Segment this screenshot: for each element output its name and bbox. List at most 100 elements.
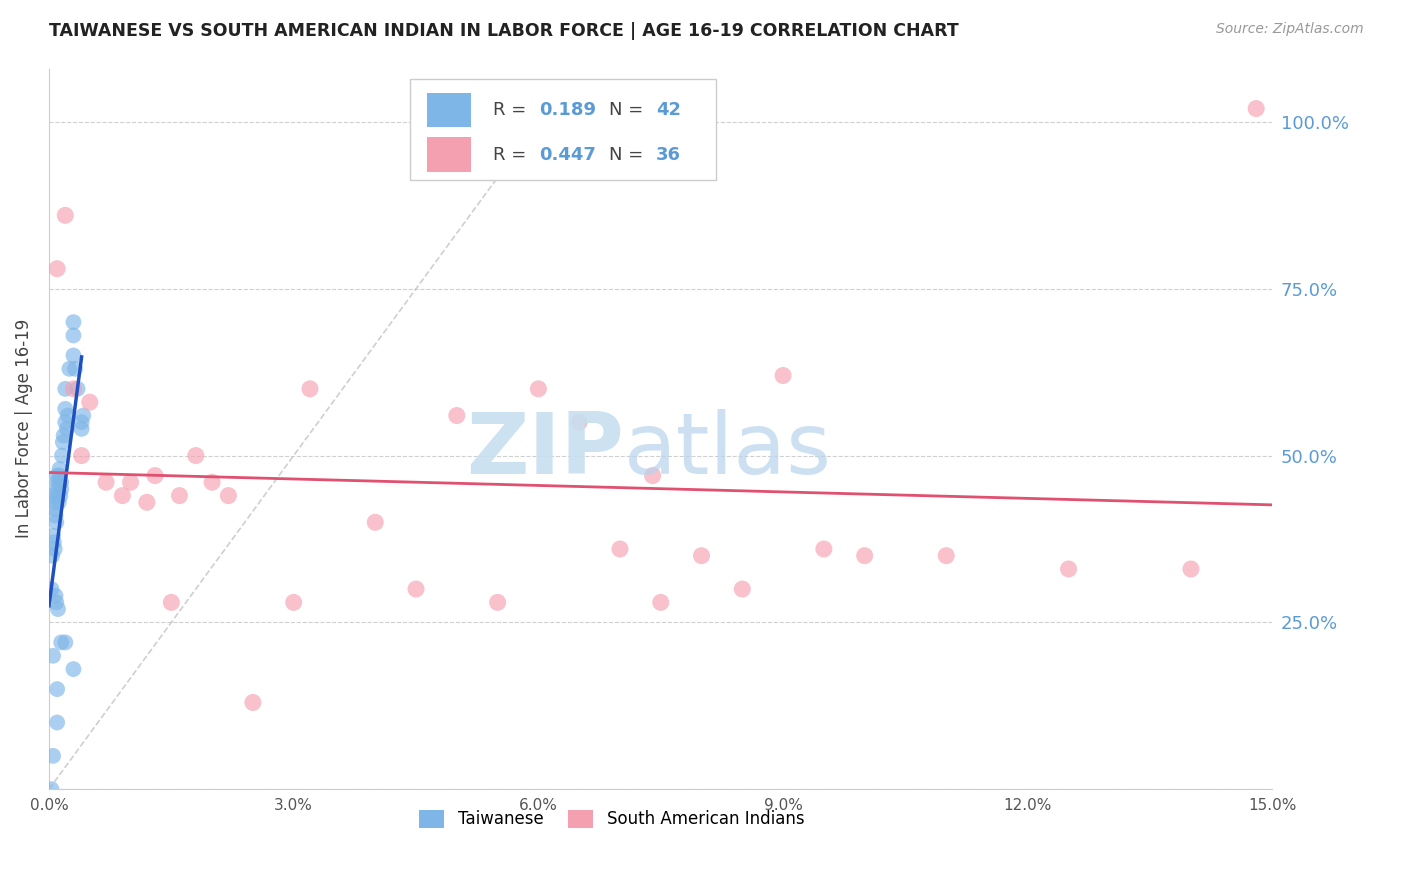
Point <box>690 549 713 563</box>
Point <box>44 502 66 516</box>
Text: R =: R = <box>494 101 531 120</box>
Text: TAIWANESE VS SOUTH AMERICAN INDIAN IN LABOR FORCE | AGE 16-19 CORRELATION CHART: TAIWANESE VS SOUTH AMERICAN INDIAN IN LA… <box>49 22 959 40</box>
Point <box>51 475 73 490</box>
Point <box>56 409 79 423</box>
FancyBboxPatch shape <box>427 93 471 128</box>
Point <box>62 662 84 676</box>
Point <box>44 508 66 523</box>
Text: atlas: atlas <box>624 409 832 492</box>
Point <box>45 516 67 530</box>
Point <box>62 315 84 329</box>
Point <box>169 489 191 503</box>
Point <box>53 382 76 396</box>
Point <box>72 409 94 423</box>
Point <box>46 482 69 496</box>
Point <box>41 782 63 797</box>
Text: N =: N = <box>609 101 650 120</box>
Point <box>52 428 75 442</box>
Point <box>1244 102 1267 116</box>
Point <box>650 595 672 609</box>
Point <box>46 261 69 276</box>
Point <box>44 541 66 556</box>
Point <box>41 582 63 596</box>
Point <box>242 696 264 710</box>
FancyBboxPatch shape <box>411 79 716 180</box>
Point <box>51 635 73 649</box>
Point <box>364 516 387 530</box>
Point <box>46 475 69 490</box>
Point <box>446 409 468 423</box>
Point <box>405 582 427 596</box>
Point <box>62 382 84 396</box>
Point <box>51 482 73 496</box>
Point <box>53 635 76 649</box>
Point <box>46 468 69 483</box>
Point <box>217 489 239 503</box>
Point <box>486 595 509 609</box>
Point <box>111 489 134 503</box>
Point <box>135 495 157 509</box>
Point <box>94 475 117 490</box>
Point <box>70 415 93 429</box>
Point <box>42 748 65 763</box>
Point <box>48 475 70 490</box>
Point <box>45 595 67 609</box>
Point <box>527 382 550 396</box>
Point <box>42 495 65 509</box>
Point <box>731 582 754 596</box>
Point <box>120 475 142 490</box>
Point <box>641 468 664 483</box>
Point <box>1057 562 1080 576</box>
Point <box>56 422 79 436</box>
Point <box>568 415 591 429</box>
Point <box>813 541 835 556</box>
Point <box>298 382 321 396</box>
Point <box>46 602 69 616</box>
Point <box>143 468 166 483</box>
Point <box>772 368 794 383</box>
Text: 42: 42 <box>655 101 681 120</box>
Point <box>1180 562 1202 576</box>
Text: ZIP: ZIP <box>467 409 624 492</box>
Point <box>48 462 70 476</box>
Point <box>49 489 72 503</box>
Point <box>58 361 80 376</box>
Point <box>51 449 73 463</box>
Point <box>42 489 65 503</box>
Point <box>53 208 76 222</box>
Point <box>283 595 305 609</box>
Point <box>70 449 93 463</box>
Point <box>79 395 101 409</box>
Point <box>52 435 75 450</box>
Point <box>48 495 70 509</box>
Point <box>42 528 65 542</box>
Point <box>46 682 69 697</box>
Point <box>48 468 70 483</box>
Point <box>42 535 65 549</box>
Legend: Taiwanese, South American Indians: Taiwanese, South American Indians <box>412 803 811 835</box>
FancyBboxPatch shape <box>427 137 471 172</box>
Point <box>62 349 84 363</box>
Point <box>53 401 76 416</box>
Point <box>62 328 84 343</box>
Point <box>41 549 63 563</box>
Point <box>44 589 66 603</box>
Point <box>46 489 69 503</box>
Text: 0.447: 0.447 <box>540 145 596 163</box>
Text: 0.189: 0.189 <box>540 101 596 120</box>
Point <box>935 549 957 563</box>
Point <box>53 415 76 429</box>
Point <box>609 541 631 556</box>
Point <box>184 449 207 463</box>
Point <box>42 648 65 663</box>
Text: R =: R = <box>494 145 531 163</box>
Text: 36: 36 <box>655 145 681 163</box>
Text: Source: ZipAtlas.com: Source: ZipAtlas.com <box>1216 22 1364 37</box>
Y-axis label: In Labor Force | Age 16-19: In Labor Force | Age 16-19 <box>15 319 32 539</box>
Point <box>66 382 89 396</box>
Text: N =: N = <box>609 145 650 163</box>
Point <box>201 475 224 490</box>
Point <box>70 422 93 436</box>
Point <box>853 549 876 563</box>
Point <box>46 715 69 730</box>
